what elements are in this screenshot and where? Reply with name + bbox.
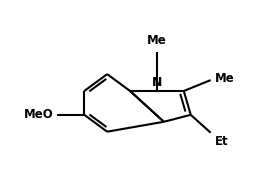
Text: Et: Et <box>215 135 229 147</box>
Text: Me: Me <box>215 72 235 85</box>
Text: MeO: MeO <box>24 108 53 121</box>
Text: Me: Me <box>147 34 167 47</box>
Text: N: N <box>152 76 162 89</box>
